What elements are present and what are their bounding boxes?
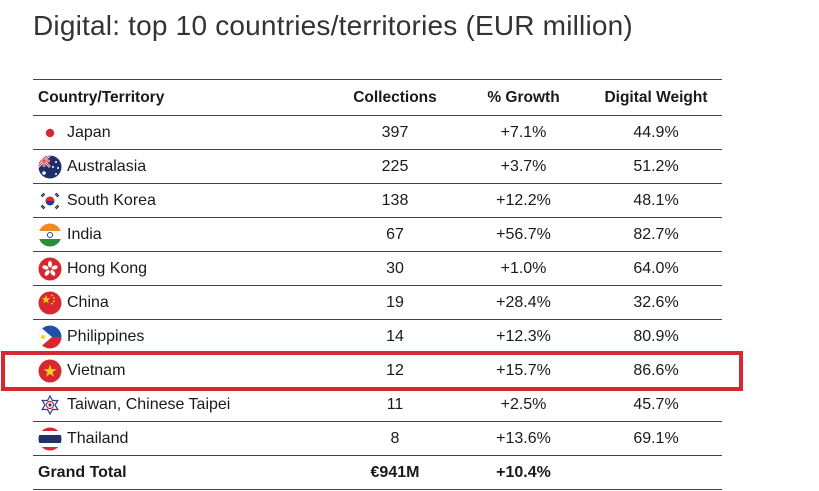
top-countries-table: Country/Territory Collections % Growth D…	[33, 79, 722, 490]
grand-total-collections: €941M	[333, 455, 457, 490]
digital-weight-value: 82.7%	[590, 217, 722, 252]
digital-weight-value: 51.2%	[590, 149, 722, 184]
collections-value: 225	[333, 149, 457, 184]
digital-weight-value: 69.1%	[590, 421, 722, 456]
south-korea-flag-icon	[38, 189, 62, 212]
collections-value: 14	[333, 319, 457, 354]
country-name: China	[67, 293, 109, 311]
table-row: Philippines 14 +12.3% 80.9%	[33, 319, 722, 354]
digital-weight-value: 45.7%	[590, 387, 722, 422]
vietnam-flag-icon	[38, 359, 62, 382]
philippines-flag-icon	[38, 325, 62, 348]
table-row: Taiwan, Chinese Taipei 11 +2.5% 45.7%	[33, 387, 722, 422]
digital-weight-value: 64.0%	[590, 251, 722, 286]
country-name: India	[67, 225, 102, 243]
collections-value: 12	[333, 353, 457, 388]
header-growth: % Growth	[457, 79, 590, 116]
collections-value: 138	[333, 183, 457, 218]
hong-kong-flag-icon	[38, 257, 62, 280]
collections-value: 8	[333, 421, 457, 456]
country-name: South Korea	[67, 191, 156, 209]
digital-weight-value: 80.9%	[590, 319, 722, 354]
vietnam-highlight-box	[1, 351, 743, 391]
table-header-row: Country/Territory Collections % Growth D…	[33, 79, 722, 116]
table-row: China 19 +28.4% 32.6%	[33, 285, 722, 320]
country-name: Taiwan, Chinese Taipei	[67, 395, 231, 413]
digital-weight-value: 44.9%	[590, 115, 722, 150]
grand-total-growth: +10.4%	[457, 455, 590, 490]
chinese-taipei-flag-icon	[38, 393, 62, 416]
australasia-flag-icon	[38, 155, 62, 178]
collections-value: 19	[333, 285, 457, 320]
growth-value: +7.1%	[457, 115, 590, 150]
china-flag-icon	[38, 291, 62, 314]
country-name: Thailand	[67, 429, 129, 447]
growth-value: +28.4%	[457, 285, 590, 320]
growth-value: +3.7%	[457, 149, 590, 184]
collections-value: 11	[333, 387, 457, 422]
country-name: Vietnam	[67, 361, 126, 379]
table-row: Thailand 8 +13.6% 69.1%	[33, 421, 722, 456]
collections-value: 30	[333, 251, 457, 286]
table-row: Australasia 225 +3.7% 51.2%	[33, 149, 722, 184]
country-name: Hong Kong	[67, 259, 148, 277]
growth-value: +12.3%	[457, 319, 590, 354]
table-row-highlighted: Vietnam 12 +15.7% 86.6%	[33, 353, 722, 388]
header-country: Country/Territory	[33, 79, 333, 116]
country-name: Australasia	[67, 157, 147, 175]
table-row: India 67 +56.7% 82.7%	[33, 217, 722, 252]
grand-total-weight	[590, 455, 722, 490]
growth-value: +12.2%	[457, 183, 590, 218]
growth-value: +2.5%	[457, 387, 590, 422]
header-collections: Collections	[333, 79, 457, 116]
grand-total-row: Grand Total €941M +10.4%	[33, 455, 722, 490]
growth-value: +13.6%	[457, 421, 590, 456]
thailand-flag-icon	[38, 427, 62, 450]
grand-total-label: Grand Total	[33, 455, 333, 490]
table-row: South Korea 138 +12.2% 48.1%	[33, 183, 722, 218]
digital-weight-value: 32.6%	[590, 285, 722, 320]
growth-value: +1.0%	[457, 251, 590, 286]
collections-value: 67	[333, 217, 457, 252]
digital-weight-value: 86.6%	[590, 353, 722, 388]
table-row: Hong Kong 30 +1.0% 64.0%	[33, 251, 722, 286]
digital-weight-value: 48.1%	[590, 183, 722, 218]
growth-value: +15.7%	[457, 353, 590, 388]
japan-flag-icon	[39, 121, 61, 144]
country-name: Japan	[67, 123, 111, 141]
country-name: Philippines	[67, 327, 145, 345]
growth-value: +56.7%	[457, 217, 590, 252]
india-flag-icon	[38, 223, 62, 246]
table-row: Japan 397 +7.1% 44.9%	[33, 115, 722, 150]
page-title: Digital: top 10 countries/territories (E…	[33, 10, 633, 41]
header-digital-weight: Digital Weight	[590, 79, 722, 116]
collections-value: 397	[333, 115, 457, 150]
